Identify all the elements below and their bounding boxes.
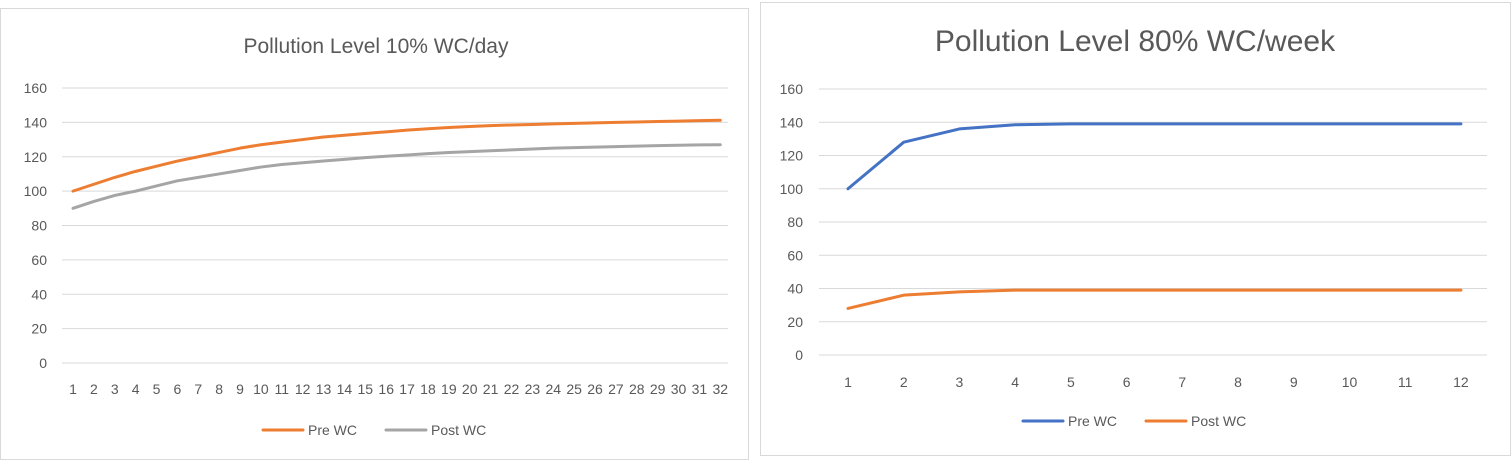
y-tick-label: 20 bbox=[787, 314, 803, 330]
x-tick-label: 32 bbox=[712, 381, 728, 397]
chart-panel-weekly: Pollution Level 80% WC/week 0 20 40 60 80 100 1… bbox=[760, 2, 1511, 456]
y-tick-label: 0 bbox=[39, 355, 47, 371]
series-line-post-wc bbox=[71, 143, 722, 210]
y-tick-label: 160 bbox=[24, 80, 48, 96]
y-tick-label: 80 bbox=[31, 218, 47, 234]
x-tick-label: 1 bbox=[844, 374, 852, 390]
legend-label: Pre WC bbox=[308, 422, 357, 438]
chart-weekly: Pollution Level 80% WC/week 0 20 40 60 80 100 1… bbox=[780, 25, 1487, 429]
chart-panel-daily: Pollution Level 10% WC/day 0 20 40 60 80 100 12… bbox=[0, 8, 749, 460]
x-tick-label: 15 bbox=[358, 381, 374, 397]
y-tick-label: 0 bbox=[795, 347, 803, 363]
x-tick-label: 4 bbox=[132, 381, 140, 397]
x-tick-label: 9 bbox=[1290, 374, 1298, 390]
x-tick-label: 29 bbox=[650, 381, 666, 397]
x-tick-label: 31 bbox=[692, 381, 708, 397]
y-tick-label: 40 bbox=[31, 286, 47, 302]
series-line-post-wc bbox=[846, 288, 1463, 310]
x-tick-label: 6 bbox=[174, 381, 182, 397]
x-tick-label: 13 bbox=[316, 381, 332, 397]
x-tick-label: 30 bbox=[671, 381, 687, 397]
y-tick-label: 60 bbox=[787, 247, 803, 263]
x-tick-label: 9 bbox=[236, 381, 244, 397]
x-tick-label: 22 bbox=[504, 381, 520, 397]
chart-daily: Pollution Level 10% WC/day02040608010012… bbox=[24, 35, 729, 438]
x-tick-label: 1 bbox=[69, 381, 77, 397]
x-tick-label: 11 bbox=[1398, 374, 1413, 390]
chart-title: Pollution Level 80% WC/week bbox=[935, 25, 1336, 58]
x-tick-label: 7 bbox=[194, 381, 202, 397]
y-tick-label: 20 bbox=[31, 321, 47, 337]
x-tick-label: 19 bbox=[441, 381, 457, 397]
x-tick-label: 10 bbox=[253, 381, 269, 397]
y-tick-label: 40 bbox=[787, 281, 803, 297]
x-tick-label: 18 bbox=[420, 381, 436, 397]
y-tick-label: 100 bbox=[780, 181, 804, 197]
x-tick-label: 24 bbox=[545, 381, 561, 397]
legend-label: Post WC bbox=[1191, 413, 1246, 429]
x-tick-label: 16 bbox=[378, 381, 394, 397]
y-tick-label: 140 bbox=[24, 114, 48, 130]
x-tick-label: 2 bbox=[90, 381, 98, 397]
x-tick-label: 7 bbox=[1178, 374, 1186, 390]
series-line-pre-wc bbox=[71, 118, 722, 193]
x-tick-label: 8 bbox=[1234, 374, 1242, 390]
x-tick-label: 10 bbox=[1342, 374, 1358, 390]
x-tick-label: 17 bbox=[399, 381, 415, 397]
x-tick-label: 5 bbox=[1067, 374, 1075, 390]
series-line-pre-wc bbox=[846, 122, 1463, 191]
x-tick-label: 5 bbox=[153, 381, 161, 397]
x-tick-label: 6 bbox=[1123, 374, 1131, 390]
x-tick-label: 21 bbox=[483, 381, 499, 397]
x-tick-label: 26 bbox=[587, 381, 603, 397]
x-tick-label: 11 bbox=[275, 381, 290, 397]
x-tick-label: 12 bbox=[1453, 374, 1469, 390]
x-tick-label: 4 bbox=[1011, 374, 1019, 390]
y-tick-label: 120 bbox=[780, 148, 804, 164]
x-tick-label: 25 bbox=[566, 381, 582, 397]
x-tick-label: 20 bbox=[462, 381, 478, 397]
y-tick-label: 60 bbox=[31, 252, 47, 268]
x-tick-label: 2 bbox=[900, 374, 908, 390]
x-tick-label: 12 bbox=[295, 381, 311, 397]
x-tick-label: 3 bbox=[956, 374, 964, 390]
legend-label: Pre WC bbox=[1068, 413, 1117, 429]
y-tick-label: 100 bbox=[24, 183, 48, 199]
legend-label: Post WC bbox=[431, 422, 486, 438]
y-tick-label: 140 bbox=[780, 114, 804, 130]
y-tick-label: 80 bbox=[787, 214, 803, 230]
x-tick-label: 14 bbox=[337, 381, 353, 397]
y-tick-label: 120 bbox=[24, 149, 48, 165]
y-tick-label: 160 bbox=[780, 81, 804, 97]
x-tick-label: 8 bbox=[215, 381, 223, 397]
x-tick-label: 27 bbox=[608, 381, 624, 397]
x-tick-label: 3 bbox=[111, 381, 119, 397]
x-tick-label: 23 bbox=[525, 381, 541, 397]
x-tick-label: 28 bbox=[629, 381, 645, 397]
chart-title: Pollution Level 10% WC/day bbox=[244, 35, 509, 58]
